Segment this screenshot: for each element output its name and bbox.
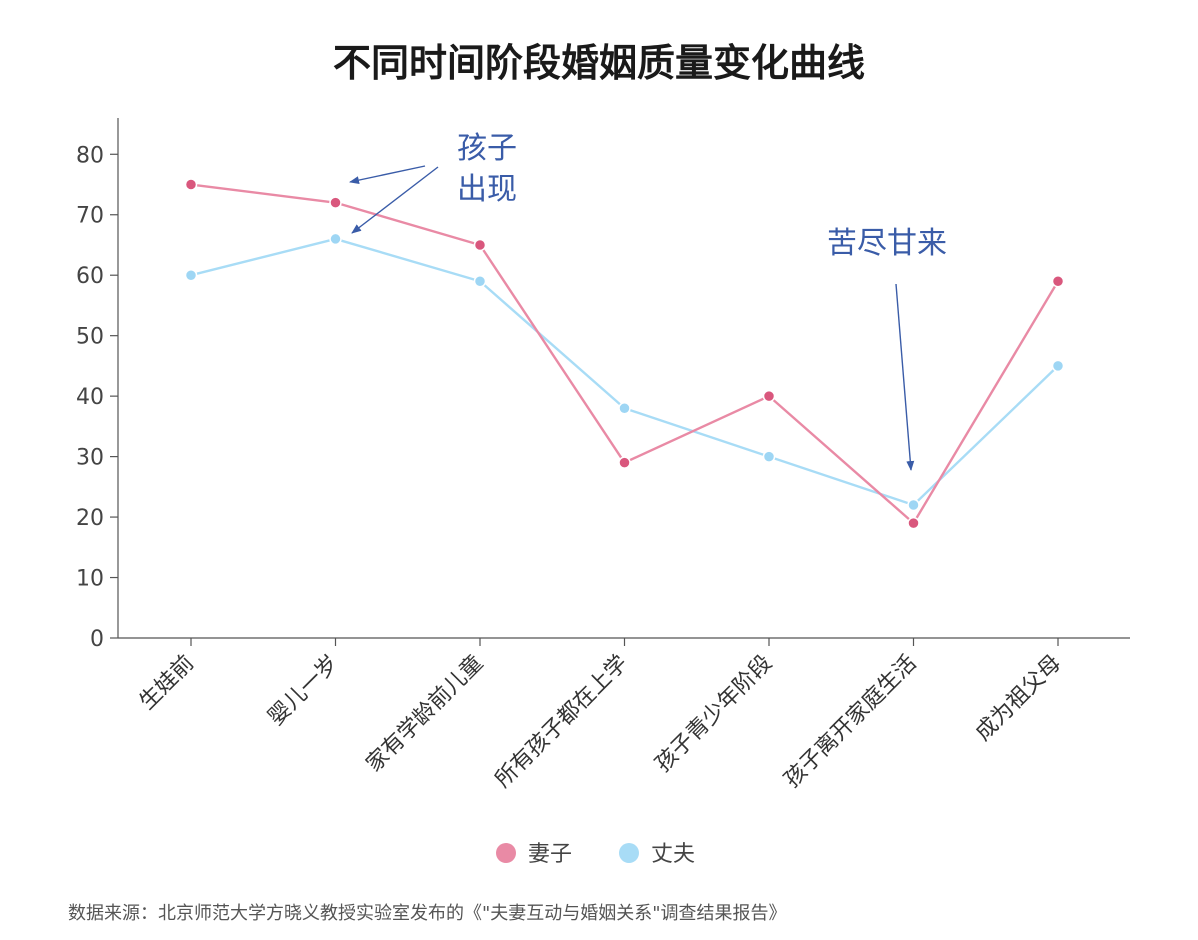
annotation-sweet-end: 苦尽甘来	[827, 226, 947, 261]
y-tick-label: 40	[76, 385, 104, 410]
data-point	[329, 232, 342, 246]
x-tick-label: 家有学龄前儿童	[362, 651, 489, 778]
x-tick-label: 成为祖父母	[971, 651, 1066, 746]
legend-marker-husband	[619, 843, 639, 863]
y-tick-label: 30	[76, 446, 104, 471]
y-tick-label: 10	[76, 567, 104, 592]
annotation-arrow-2	[351, 166, 439, 234]
data-point	[907, 516, 920, 530]
data-point	[1051, 359, 1065, 373]
y-tick-label: 80	[76, 143, 104, 168]
data-point	[1051, 275, 1065, 288]
y-tick-label: 20	[76, 506, 104, 531]
x-tick-label: 孩子青少年阶段	[651, 651, 778, 778]
x-tick-label: 所有孩子都在上学	[491, 651, 633, 793]
y-tick-label: 70	[76, 204, 104, 229]
chart-title: 不同时间阶段婚姻质量变化曲线	[333, 41, 865, 85]
y-tick-label: 0	[90, 627, 104, 652]
series-layer	[184, 178, 1065, 530]
annotation-arrow-1	[349, 165, 426, 185]
source-note: 数据来源：北京师范大学方晓义教授实验室发布的《"夫妻互动与婚姻关系"调查结果报告…	[68, 903, 787, 924]
x-tick-label: 生娃前	[135, 651, 199, 715]
annotation-child-appears-line-2: 出现	[457, 172, 517, 207]
data-point	[762, 450, 776, 463]
data-point	[618, 456, 631, 469]
data-point	[762, 389, 776, 403]
x-tick-label: 孩子离开家庭生活	[780, 651, 922, 793]
data-point	[618, 401, 631, 415]
y-tick-label: 50	[76, 325, 104, 350]
annotation-arrow-3	[895, 283, 915, 471]
data-point	[473, 275, 487, 288]
legend-label-wife: 妻子	[528, 842, 572, 867]
data-point	[907, 498, 920, 512]
legend: 妻子 丈夫	[496, 842, 695, 867]
legend-marker-wife	[496, 843, 516, 863]
data-point	[473, 238, 487, 252]
legend-label-husband: 丈夫	[651, 842, 695, 867]
annotation-layer: 孩子 出现 苦尽甘来	[349, 131, 947, 471]
data-point	[329, 196, 342, 209]
data-point	[184, 178, 198, 191]
x-tick-label: 婴儿一岁	[264, 651, 344, 731]
axes: 01020304050607080生娃前 婴儿一岁 家有学龄前儿童 所有孩子都在上学孩…	[76, 118, 1130, 793]
annotation-child-appears-line-1: 孩子	[457, 131, 517, 166]
y-tick-label: 60	[76, 264, 104, 289]
data-point	[184, 268, 198, 282]
